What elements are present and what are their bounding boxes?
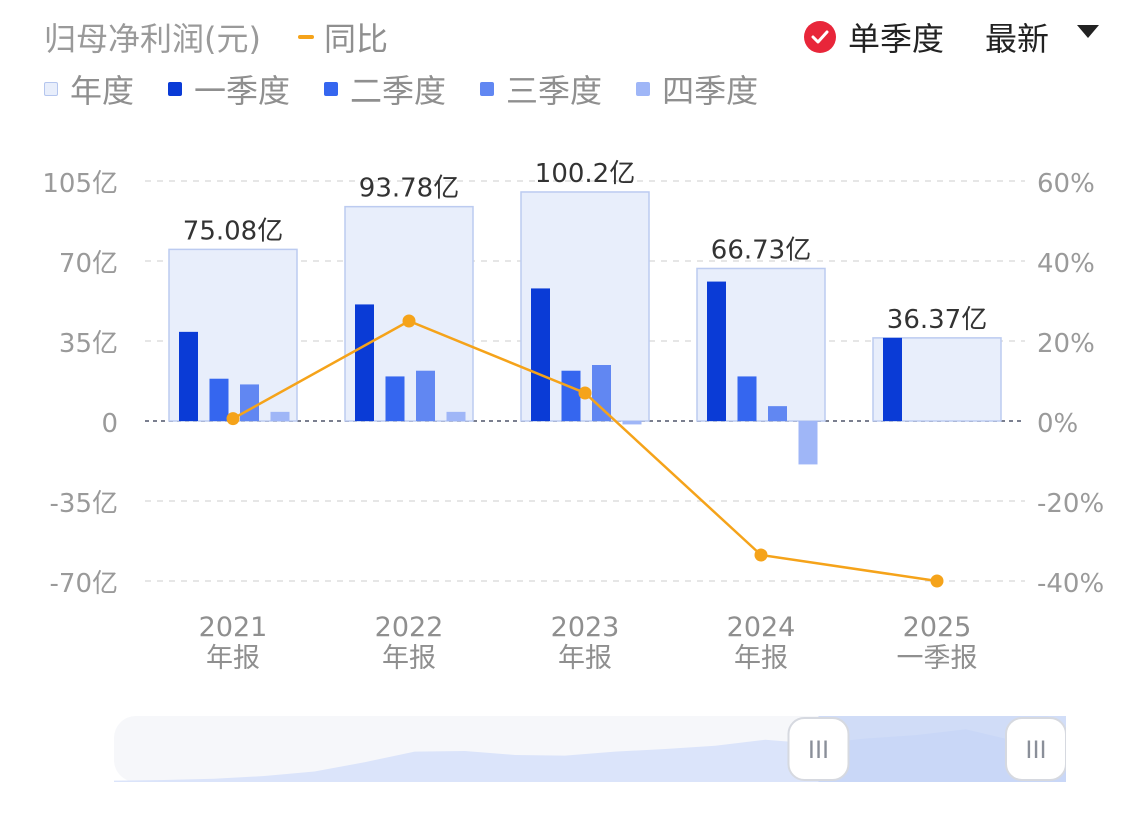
legend-q1-label: 一季度 [194, 72, 291, 110]
legend-q3[interactable]: 三季度 [480, 66, 602, 112]
quarter-bar-q2 [561, 370, 581, 421]
quarter-bar-q2 [209, 378, 229, 421]
legend-q2-swatch [324, 82, 339, 96]
y-right-tick-label: -20% [1037, 489, 1104, 519]
quarter-bar-q2 [385, 376, 405, 421]
y-left-tick-label: 0 [101, 409, 118, 439]
quarter-bar-q1 [179, 331, 198, 421]
single-quarter-label: 单季度 [848, 20, 945, 58]
single-quarter-toggle[interactable]: 单季度 [804, 14, 944, 60]
quarter-bar-q3 [592, 365, 611, 421]
quarter-bar-q2 [737, 376, 757, 421]
quarter-bar-q3 [240, 384, 259, 421]
quarter-bar-q1 [355, 304, 374, 421]
yoy-point [930, 574, 944, 588]
y-right-tick-label: -40% [1037, 569, 1104, 599]
legend-yoy-label: 同比 [324, 20, 389, 58]
y-right-tick-label: 20% [1037, 329, 1095, 359]
y-right-tick-label: 60% [1037, 169, 1095, 199]
yoy-point [402, 314, 416, 328]
annual-bar-label: 66.73亿 [711, 235, 811, 265]
y-right-tick-label: 40% [1037, 249, 1095, 279]
yoy-point [578, 386, 592, 400]
x-tick-label: 2024 [727, 612, 796, 643]
legend-q3-swatch [480, 82, 495, 96]
quarter-bar-q4 [446, 411, 466, 421]
slider-handle-right-grip: III [1025, 736, 1046, 764]
range-slider[interactable]: III III [114, 716, 1066, 782]
y-left-tick-label: 35亿 [59, 329, 118, 359]
quarter-bar-q4 [798, 421, 818, 465]
legend-yoy[interactable]: 同比 [298, 14, 388, 60]
legend-annual-label: 年度 [70, 72, 135, 110]
legend-q1[interactable]: 一季度 [168, 66, 290, 112]
legend-annual[interactable]: 年度 [44, 66, 134, 112]
x-tick-label: 2023 [551, 612, 620, 643]
quarter-bar-q1 [883, 337, 902, 421]
annual-bar-label: 36.37亿 [887, 305, 987, 335]
annual-bar-label: 100.2亿 [535, 159, 635, 189]
legend-q4[interactable]: 四季度 [636, 66, 758, 112]
x-tick-label: 年报 [382, 643, 436, 674]
quarter-bar-q3 [768, 406, 787, 421]
legend-q4-swatch [636, 82, 651, 96]
slider-handle-left-grip: III [808, 736, 829, 764]
quarter-bar-q4 [622, 421, 642, 425]
x-tick-label: 年报 [206, 643, 260, 674]
y-left-tick-label: -70亿 [50, 569, 118, 599]
slider-handle-right[interactable] [1005, 717, 1066, 781]
yoy-line-swatch [298, 35, 314, 39]
quarter-bar-q1 [707, 281, 726, 421]
chart-title: 归母净利润(元) [44, 20, 261, 58]
annual-bar-label: 93.78亿 [359, 174, 459, 204]
y-left-tick-label: 105亿 [42, 169, 118, 199]
x-tick-label: 2025 [903, 612, 972, 643]
yoy-point [754, 548, 768, 562]
legend-q2[interactable]: 二季度 [324, 66, 446, 112]
legend-q4-label: 四季度 [662, 72, 759, 110]
x-tick-label: 2021 [199, 612, 268, 643]
legend-annual-swatch [44, 82, 58, 96]
y-right-tick-label: 0% [1037, 409, 1078, 439]
latest-dropdown[interactable]: 最新 [985, 14, 1100, 60]
latest-label: 最新 [985, 20, 1050, 58]
legend-q1-swatch [168, 82, 183, 96]
x-tick-label: 年报 [558, 643, 612, 674]
x-tick-label: 年报 [734, 643, 788, 674]
y-left-tick-label: -35亿 [50, 489, 118, 519]
x-tick-label: 一季报 [897, 643, 978, 674]
legend: 年度 一季度 二季度 三季度 四季度 [44, 66, 792, 112]
caret-down-icon [1077, 24, 1100, 38]
y-left-tick-label: 70亿 [59, 249, 118, 279]
quarter-bar-q1 [531, 288, 550, 421]
profit-chart: 105亿 70亿 35亿 0 -35亿 -70亿 60% 40% 20% 0% -20% -40% 75… [42, 159, 1104, 674]
quarter-bar-q3 [416, 370, 435, 421]
yoy-point [226, 412, 240, 426]
x-tick-label: 2022 [375, 612, 444, 643]
slider-handle-left[interactable] [787, 717, 850, 781]
check-icon [804, 21, 836, 53]
legend-q3-label: 三季度 [506, 72, 603, 110]
quarter-bar-q4 [270, 411, 290, 421]
chart-header: 归母净利润(元) 同比 单季度 最新 年度 一季度 二季度 三季度 [0, 0, 1146, 120]
annual-bar-label: 75.08亿 [183, 216, 283, 246]
legend-q2-label: 二季度 [350, 72, 447, 110]
